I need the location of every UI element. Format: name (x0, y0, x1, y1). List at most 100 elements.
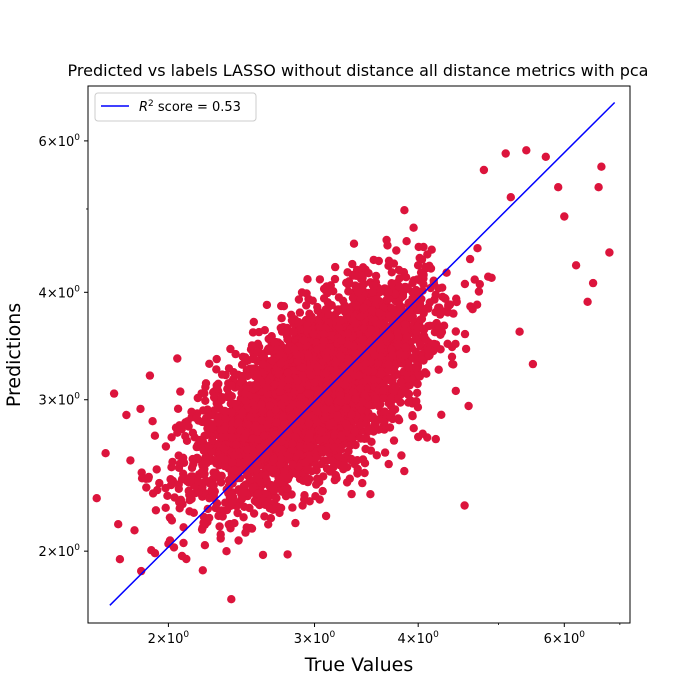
scatter-point (385, 423, 395, 432)
scatter-point (227, 381, 236, 390)
scatter-point (323, 385, 332, 395)
scatter-point (404, 363, 414, 372)
scatter-point (434, 365, 443, 374)
scatter-point (179, 523, 188, 532)
scatter-point (420, 368, 430, 377)
scatter-point (268, 356, 277, 365)
scatter-point (329, 463, 338, 472)
scatter-point (387, 268, 396, 277)
scatter-point (442, 268, 451, 277)
scatter-point (167, 516, 177, 525)
scatter-point (205, 513, 214, 523)
scatter-point (305, 309, 314, 318)
scatter-point (419, 309, 428, 318)
scatter-point (333, 307, 342, 316)
scatter-point (408, 315, 417, 324)
scatter-point (304, 454, 314, 464)
scatter-point (279, 302, 289, 311)
scatter-point (264, 520, 273, 529)
scatter-point (413, 379, 422, 389)
scatter-point (368, 281, 378, 290)
scatter-point (252, 473, 261, 483)
scatter-point (283, 550, 292, 559)
scatter-point (394, 265, 404, 275)
scatter-point (153, 485, 162, 495)
scatter-point (353, 456, 362, 465)
scatter-point (209, 491, 218, 501)
scatter-point (212, 354, 221, 364)
scatter-point (419, 270, 428, 280)
scatter-point (451, 327, 460, 336)
scatter-point (350, 427, 360, 436)
scatter-point (384, 261, 393, 270)
scatter-point (223, 392, 232, 402)
scatter-point (401, 386, 410, 396)
scatter-point (426, 283, 435, 293)
scatter-point (227, 595, 236, 604)
scatter-point (200, 464, 209, 474)
scatter-point (387, 279, 396, 288)
scatter-point (419, 242, 428, 252)
scatter-point (418, 429, 427, 438)
scatter-point (353, 469, 362, 478)
scatter-point (367, 306, 377, 315)
scatter-point (351, 319, 360, 329)
scatter-point (216, 433, 226, 442)
scatter-point (182, 554, 191, 564)
scatter-point (364, 366, 373, 376)
scatter-point (391, 320, 400, 329)
scatter-point (441, 294, 450, 303)
scatter-point (384, 294, 394, 304)
scatter-point (257, 400, 266, 409)
scatter-point (447, 352, 457, 361)
scatter-point (152, 465, 161, 474)
scatter-point (371, 394, 380, 403)
scatter-point (295, 442, 305, 451)
scatter-point (348, 293, 358, 303)
scatter-point (259, 352, 268, 361)
scatter-point (408, 411, 417, 420)
scatter-point (435, 323, 444, 332)
scatter-point (413, 323, 422, 332)
scatter-point (224, 364, 234, 373)
scatter-point (302, 301, 311, 310)
scatter-point (209, 481, 218, 490)
scatter-point (300, 410, 309, 419)
scatter-point (392, 246, 401, 255)
scatter-point (367, 335, 376, 345)
scatter-point (465, 254, 475, 264)
scatter-point (136, 404, 145, 414)
scatter-point (347, 433, 356, 442)
scatter-point (360, 390, 369, 400)
scatter-point (173, 404, 183, 413)
scatter-point (269, 454, 278, 464)
scatter-point (358, 335, 367, 344)
scatter-point (185, 507, 194, 516)
scatter-point (264, 334, 273, 344)
scatter-point (356, 312, 365, 321)
scatter-point (270, 380, 280, 389)
scatter-point (227, 408, 236, 417)
scatter-point (400, 326, 409, 336)
scatter-point (240, 502, 249, 511)
scatter-point (449, 309, 458, 318)
scatter-point (218, 512, 227, 521)
scatter-point (357, 405, 366, 415)
scatter-point (352, 301, 361, 310)
scatter-point (313, 363, 322, 372)
scatter-point (302, 475, 311, 485)
scatter-point (388, 351, 397, 360)
scatter-point (294, 317, 303, 327)
scatter-point (324, 310, 333, 319)
scatter-point (351, 348, 360, 357)
scatter-point (220, 455, 229, 464)
scatter-point (248, 328, 258, 337)
scatter-point (181, 420, 191, 429)
scatter-point (342, 404, 351, 413)
scatter-point (336, 352, 346, 361)
scatter-point (287, 316, 297, 325)
scatter-point (176, 387, 185, 396)
scatter-point (231, 349, 240, 359)
scatter-point (179, 538, 188, 548)
scatter-point (289, 328, 298, 337)
